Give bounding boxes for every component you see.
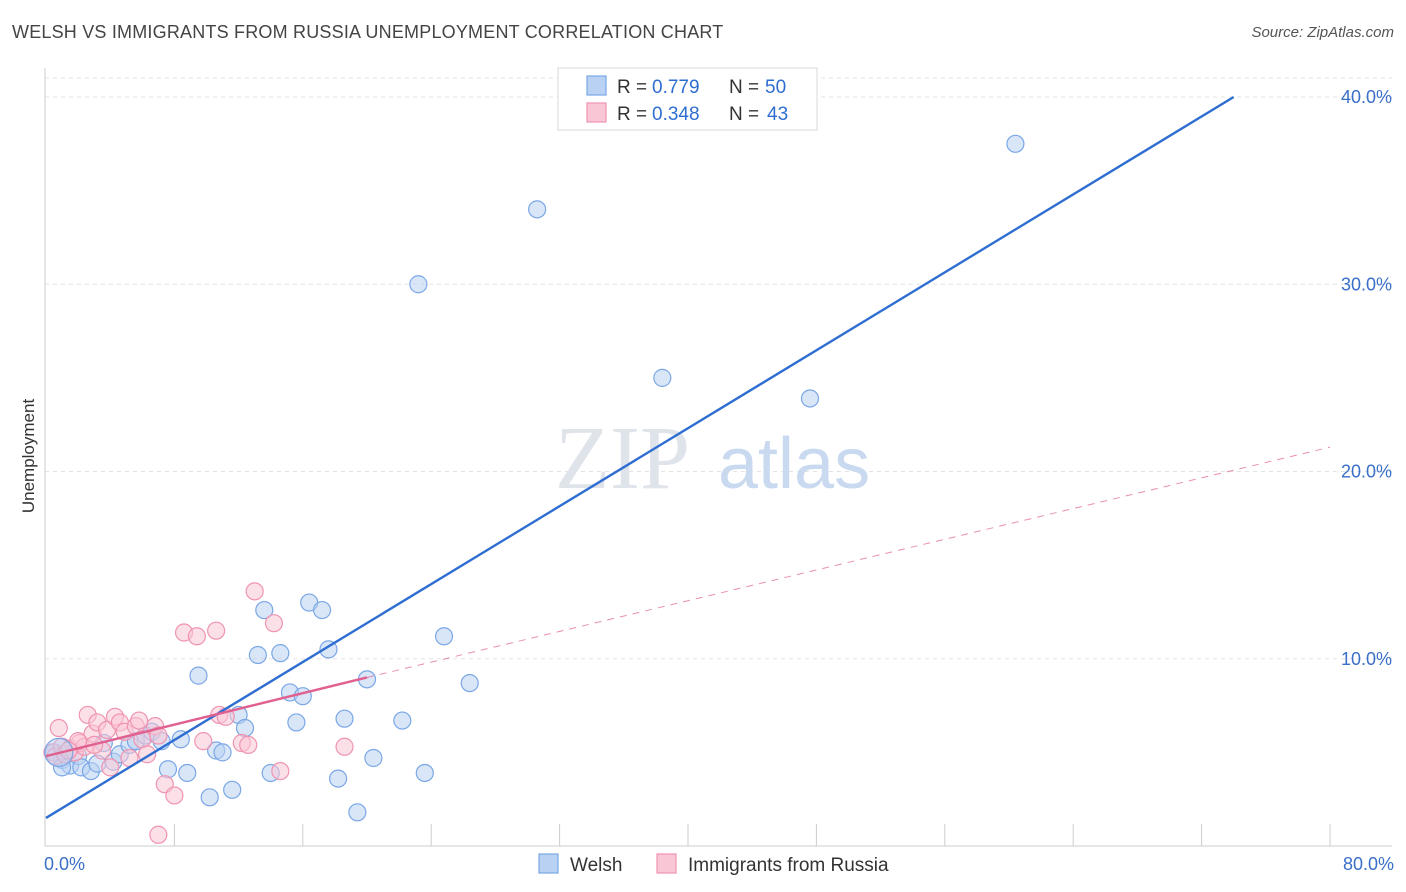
- point-welsh: [293, 687, 312, 706]
- point-welsh: [189, 666, 208, 685]
- point-russia: [101, 758, 120, 777]
- point-welsh: [434, 627, 454, 646]
- point-russia: [149, 825, 168, 844]
- point-welsh: [653, 368, 672, 387]
- legend-swatch-welsh: [586, 75, 607, 96]
- x-tick-label: 80.0%: [1343, 854, 1394, 874]
- trend-line-welsh: [45, 95, 1235, 819]
- point-welsh: [1006, 134, 1025, 153]
- point-welsh: [271, 644, 290, 663]
- point-russia: [129, 711, 149, 730]
- point-russia: [207, 621, 226, 640]
- point-welsh: [255, 600, 274, 620]
- point-welsh: [393, 711, 412, 730]
- axes: 10.0% 20.0% 30.0% 40.0% 0.0% 80.0%: [44, 68, 1394, 874]
- point-russia: [245, 582, 264, 601]
- point-russia: [264, 614, 284, 633]
- point-welsh: [528, 200, 547, 219]
- point-welsh: [348, 803, 367, 822]
- point-russia: [239, 735, 258, 754]
- point-russia: [149, 726, 168, 745]
- point-welsh: [460, 673, 479, 693]
- bottom-legend: Welsh Immigrants from Russia: [538, 853, 889, 876]
- point-welsh: [329, 769, 348, 788]
- bottom-legend-swatch-russia: [656, 853, 677, 874]
- point-russia: [194, 732, 213, 751]
- point-welsh: [800, 389, 820, 408]
- legend-n-label: N =: [729, 77, 759, 98]
- bottom-legend-welsh: Welsh: [570, 855, 622, 876]
- gridlines: [45, 77, 1392, 660]
- point-russia: [335, 737, 354, 756]
- trend-lines: [45, 95, 1331, 819]
- point-welsh: [223, 780, 242, 799]
- y-tick-label: 30.0%: [1341, 274, 1392, 294]
- y-tick-label: 40.0%: [1341, 87, 1392, 107]
- watermark: ZIP atlas: [555, 409, 870, 508]
- point-russia: [49, 718, 68, 738]
- legend-swatch-russia: [586, 102, 607, 123]
- legend-r-welsh: 0.779: [652, 77, 700, 98]
- point-russia: [271, 761, 290, 781]
- data-points: [43, 134, 1025, 844]
- legend: R = 0.779 N = 50 R = 0.348 N = 43: [557, 67, 818, 131]
- trend-line-russia-extension: [366, 446, 1331, 678]
- bottom-legend-swatch-welsh: [538, 853, 559, 874]
- x-tick-label: 0.0%: [44, 854, 85, 874]
- chart-title: WELSH VS IMMIGRANTS FROM RUSSIA UNEMPLOY…: [12, 22, 724, 42]
- point-welsh: [409, 275, 428, 294]
- watermark-atlas: atlas: [718, 424, 870, 504]
- point-welsh: [200, 788, 219, 807]
- y-axis-label: Unemployment: [19, 399, 38, 514]
- legend-r-label: R =: [617, 77, 647, 98]
- point-welsh: [287, 713, 306, 732]
- source-label: Source: ZipAtlas.com: [1251, 24, 1394, 41]
- point-welsh: [415, 763, 434, 783]
- bottom-legend-russia: Immigrants from Russia: [688, 855, 889, 876]
- y-tick-label: 20.0%: [1341, 462, 1392, 482]
- trend-line-russia: [45, 676, 368, 758]
- point-welsh: [213, 743, 232, 762]
- point-welsh: [178, 763, 197, 783]
- watermark-zip: ZIP: [555, 409, 690, 508]
- point-russia: [187, 627, 206, 646]
- point-welsh: [171, 730, 190, 749]
- legend-r-label: R =: [617, 104, 647, 125]
- point-welsh: [158, 760, 178, 779]
- point-russia: [165, 786, 184, 805]
- legend-r-russia: 0.348: [652, 104, 700, 125]
- point-welsh: [235, 718, 255, 738]
- point-welsh: [364, 748, 383, 768]
- point-welsh: [312, 600, 332, 620]
- legend-n-label: N =: [729, 104, 759, 125]
- point-welsh: [335, 709, 354, 728]
- y-tick-label: 10.0%: [1341, 649, 1392, 669]
- legend-n-welsh: 50: [765, 77, 786, 98]
- point-welsh: [248, 645, 267, 665]
- legend-n-russia: 43: [767, 104, 788, 125]
